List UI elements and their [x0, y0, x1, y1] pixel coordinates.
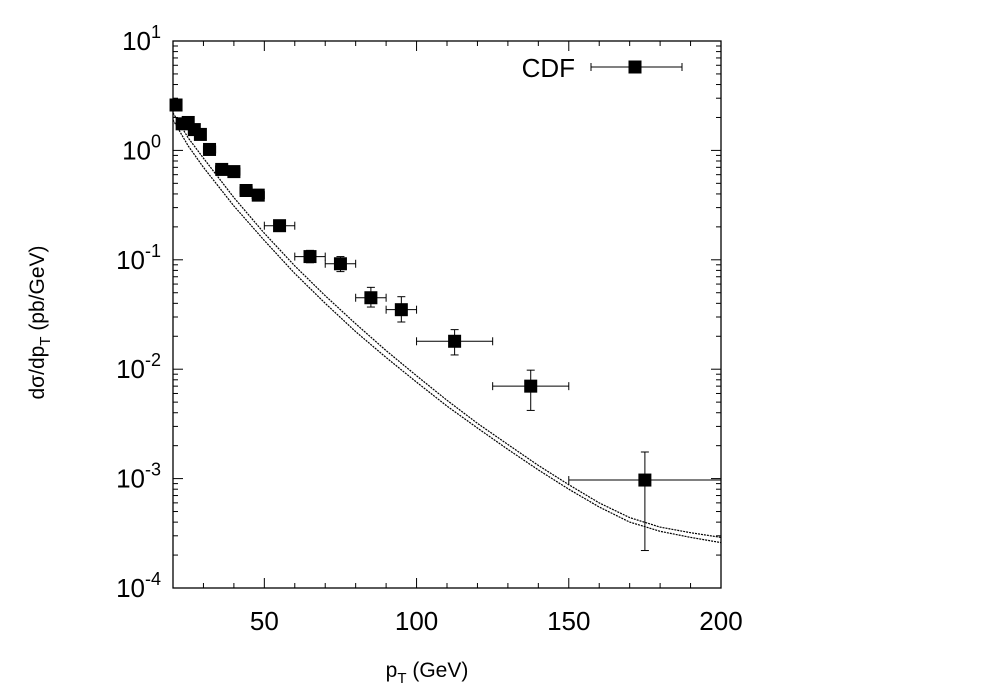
plot-frame: [172, 40, 722, 589]
data-point: [273, 219, 287, 233]
data-point: [638, 473, 652, 487]
y-tick-label: 100: [122, 131, 161, 165]
data-point: [203, 142, 217, 156]
x-tick-label: 100: [395, 606, 438, 636]
legend-marker: [628, 60, 642, 74]
data-point: [448, 334, 462, 348]
data-point: [394, 303, 408, 317]
data-point: [169, 98, 183, 112]
x-tick-label: 50: [250, 606, 279, 636]
y-tick-label: 10-3: [116, 460, 161, 494]
y-tick-label: 10-2: [116, 350, 161, 384]
data-point: [333, 257, 347, 271]
y-axis-label: dσ/dpT (pb/GeV): [26, 245, 54, 399]
data-point: [193, 127, 207, 141]
cdf-data-points: [169, 98, 722, 552]
y-tick-label: 101: [122, 22, 161, 56]
theory-curve: [172, 119, 722, 544]
theory-curves: [172, 112, 722, 544]
x-axis-label: pT (GeV): [386, 659, 469, 687]
data-point: [227, 165, 241, 179]
data-point: [251, 188, 265, 202]
plot-area: [172, 40, 722, 589]
y-tick-label: 10-1: [116, 241, 161, 275]
y-tick-label: 10-4: [116, 569, 161, 603]
legend: CDF: [522, 53, 683, 83]
x-tick-label: 150: [547, 606, 590, 636]
axis-ticks: 50 100 150 200 101 100 10-1 10-2 10-3 10-4: [116, 22, 743, 636]
x-tick-label: 200: [699, 606, 742, 636]
theory-curve: [172, 112, 722, 538]
data-point: [239, 183, 253, 197]
legend-label: CDF: [522, 53, 575, 83]
data-point: [364, 291, 378, 305]
data-point: [524, 379, 538, 393]
data-point: [303, 250, 317, 264]
data-point: [215, 162, 229, 176]
